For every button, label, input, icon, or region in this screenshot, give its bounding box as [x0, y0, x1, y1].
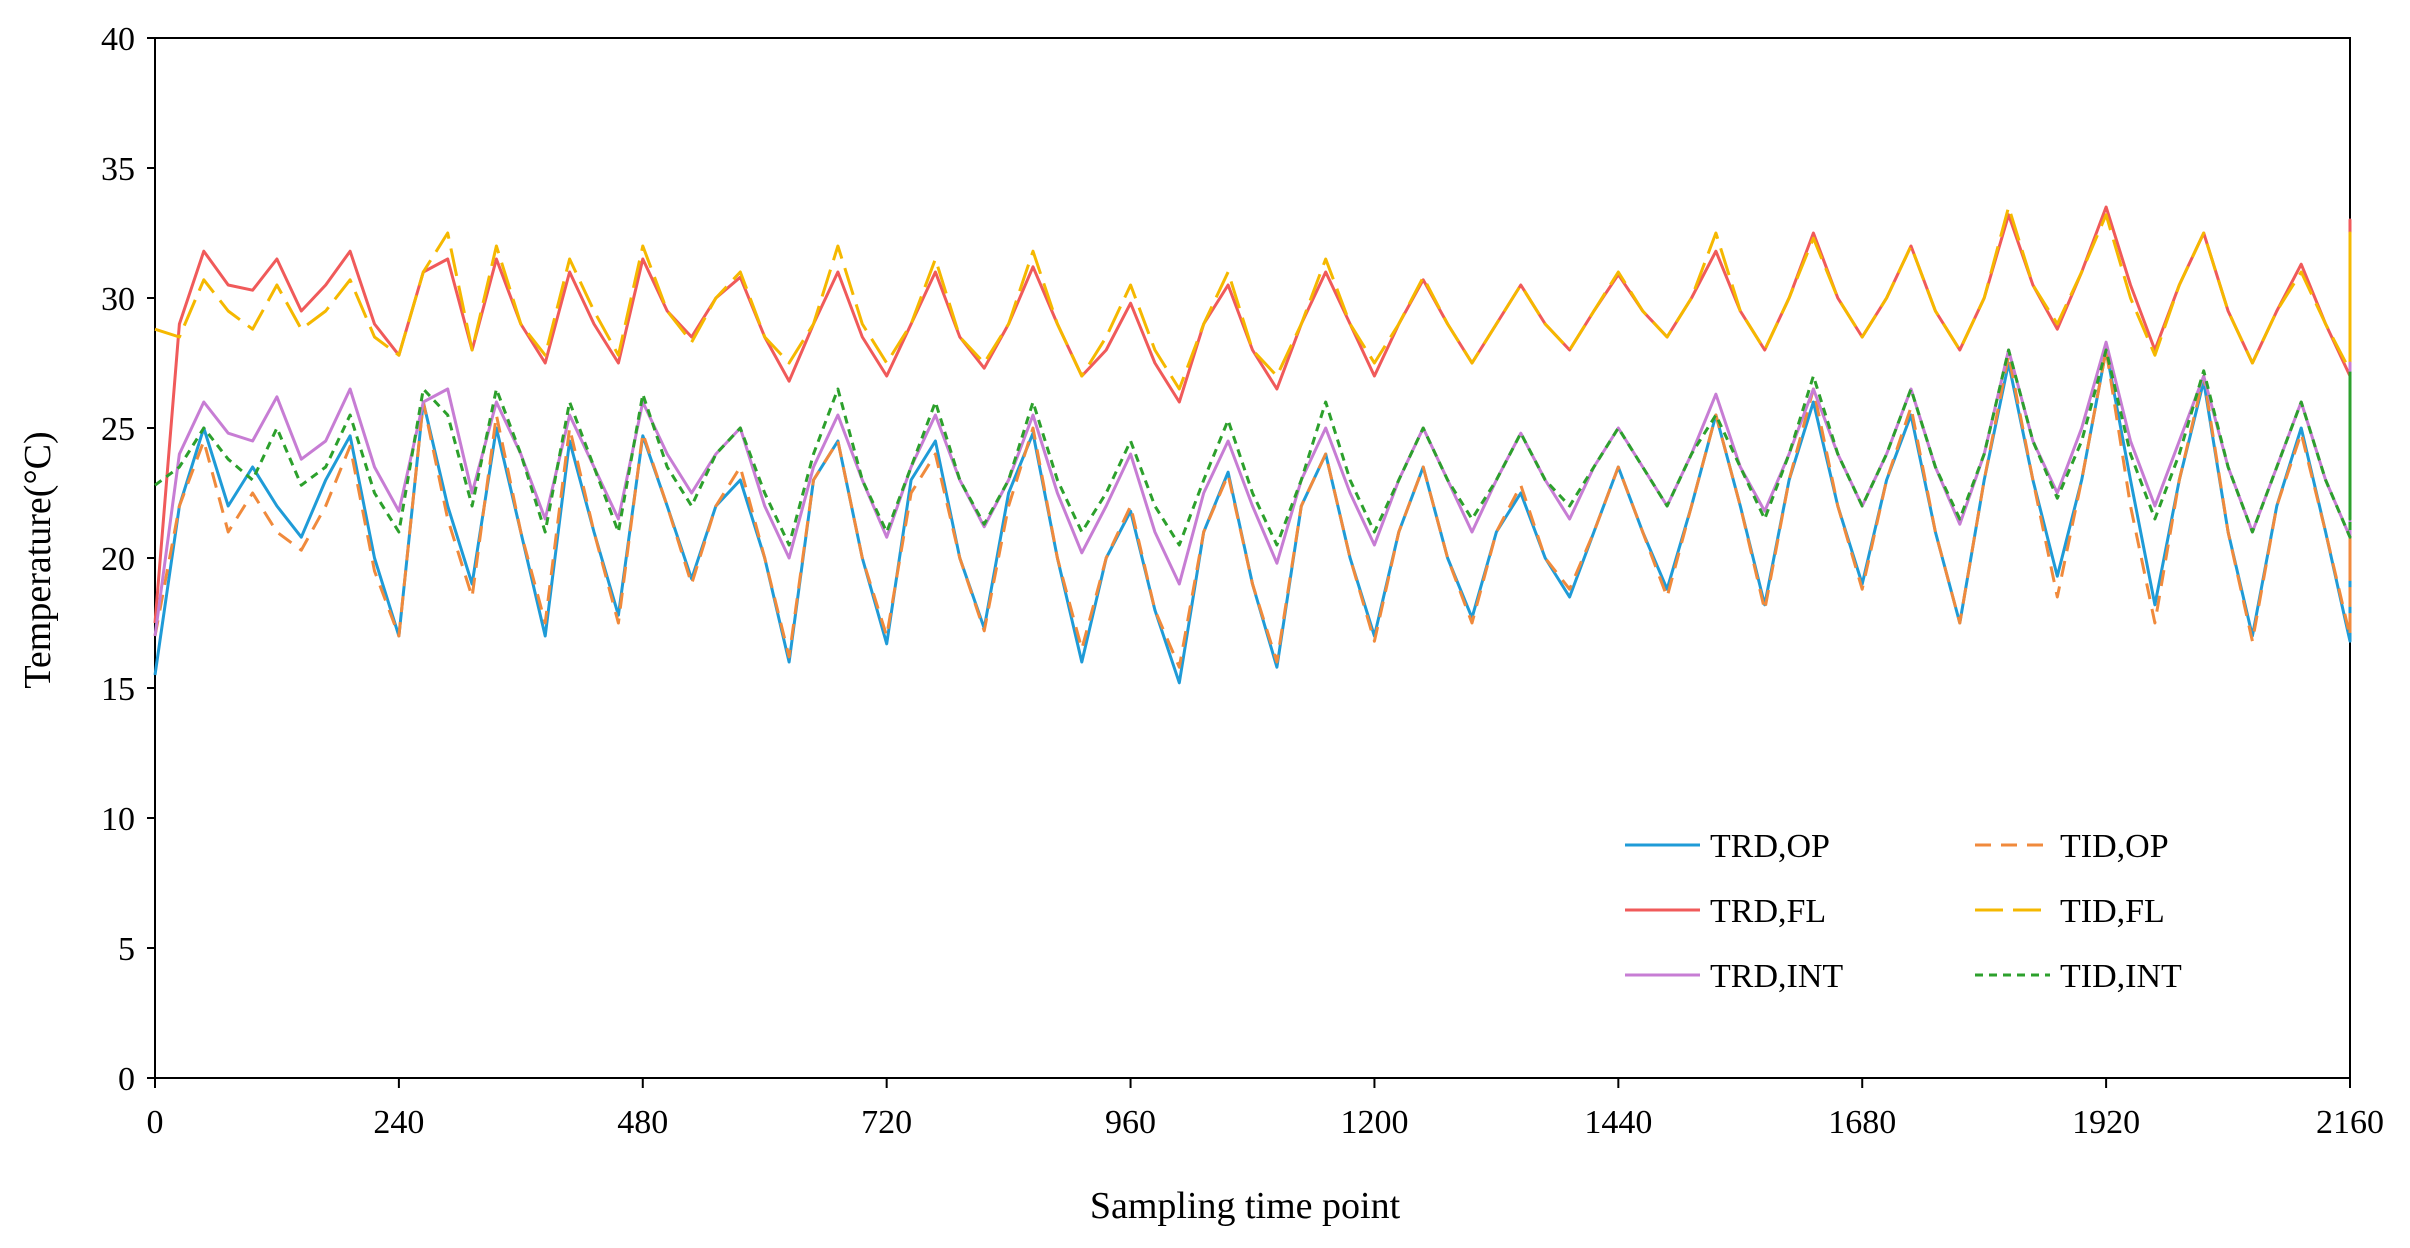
legend-label: TRD,FL	[1710, 893, 1826, 930]
y-tick-label: 10	[101, 801, 135, 838]
x-tick-label: 720	[861, 1104, 912, 1141]
series-lines	[153, 205, 2352, 685]
y-tick-label: 0	[118, 1061, 135, 1098]
x-tick-label: 2160	[2316, 1104, 2384, 1141]
x-axis-title: Sampling time point	[1090, 1185, 1401, 1227]
y-tick-label: 30	[101, 281, 135, 318]
series-line-tid-op	[153, 348, 2352, 669]
y-axis: 0 5 10 15 20 25 30 35 40	[101, 21, 155, 1098]
legend-label: TID,FL	[2060, 893, 2165, 930]
y-tick-label: 5	[118, 931, 135, 968]
y-tick-label: 35	[101, 151, 135, 188]
legend-label: TID,OP	[2060, 828, 2169, 865]
x-tick-label: 480	[617, 1104, 668, 1141]
legend-label: TRD,INT	[1710, 958, 1843, 995]
legend-label: TRD,OP	[1710, 828, 1830, 865]
legend: TRD,OP TID,OP TRD,FL TID,FL TRD,INT TID,INT	[1625, 828, 2182, 995]
y-tick-label: 25	[101, 411, 135, 448]
y-axis-title: Temperature(°C)	[17, 431, 59, 688]
x-tick-label: 1920	[2072, 1104, 2140, 1141]
y-tick-label: 15	[101, 671, 135, 708]
x-tick-label: 0	[147, 1104, 164, 1141]
legend-label: TID,INT	[2060, 958, 2182, 995]
x-axis: 0 240 480 720 960 1200 1440 1680 1920 2160	[147, 1078, 2384, 1141]
x-tick-label: 1440	[1584, 1104, 1652, 1141]
x-tick-label: 1680	[1828, 1104, 1896, 1141]
y-tick-label: 20	[101, 541, 135, 578]
series-line-tid-int	[154, 348, 2352, 547]
x-tick-label: 1200	[1340, 1104, 1408, 1141]
y-tick-label: 40	[101, 21, 135, 58]
x-tick-label: 960	[1105, 1104, 1156, 1141]
x-tick-label: 240	[373, 1104, 424, 1141]
series-line-tid-fl	[154, 205, 2352, 391]
